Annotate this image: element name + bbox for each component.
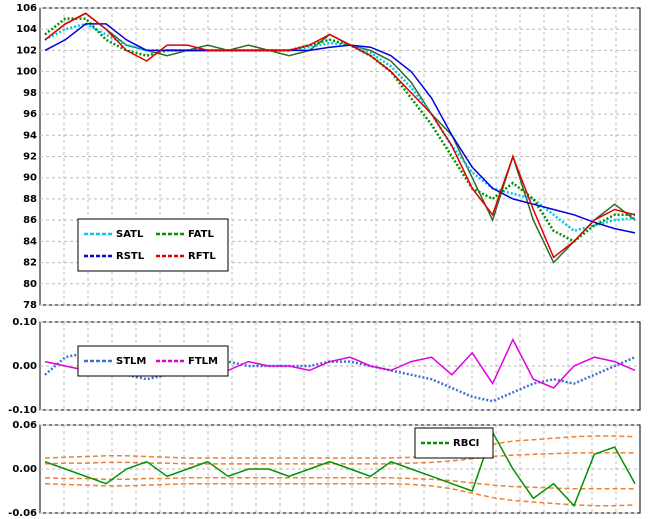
y-tick-label: 94 xyxy=(23,130,37,141)
y-tick-label: 96 xyxy=(23,109,37,120)
y-tick-label: 0.10 xyxy=(12,317,37,328)
y-tick-label: 82 xyxy=(23,258,37,269)
y-tick-label: 100 xyxy=(16,67,37,78)
y-tick-label: 78 xyxy=(23,300,37,311)
legend: STLM FTLM xyxy=(77,345,229,377)
series-line xyxy=(44,477,635,490)
y-tick-label: 0.00 xyxy=(12,361,37,372)
y-tick-label: 104 xyxy=(16,24,37,35)
y-tick-label: -0.10 xyxy=(8,405,37,416)
y-tick-label: 0.00 xyxy=(12,464,37,475)
legend: SATL FATL RSTL RFTL xyxy=(77,218,229,272)
legend: RBCI xyxy=(414,427,494,459)
y-tick-label: 86 xyxy=(23,215,37,226)
legend-label: SATL xyxy=(116,229,144,240)
y-tick-label: -0.06 xyxy=(8,508,37,519)
legend-label: STLM xyxy=(116,356,146,367)
legend-box xyxy=(77,218,229,272)
series-line xyxy=(44,482,636,507)
y-tick-label: 90 xyxy=(23,173,37,184)
series-line xyxy=(44,435,636,459)
y-tick-label: 88 xyxy=(23,194,37,205)
y-tick-label: 80 xyxy=(23,279,37,290)
y-tick-label: 102 xyxy=(16,45,37,56)
legend-label: FTLM xyxy=(188,356,218,367)
series-line xyxy=(44,12,636,259)
legend-label: FATL xyxy=(188,229,214,240)
legend-box xyxy=(77,345,229,377)
series-line xyxy=(44,17,635,243)
y-tick-label: 92 xyxy=(23,152,37,163)
legend-label: RBCI xyxy=(453,438,479,449)
legend-label: RFTL xyxy=(188,251,216,262)
y-tick-label: 106 xyxy=(16,3,37,14)
legend-label: RSTL xyxy=(116,251,145,262)
y-tick-label: 84 xyxy=(23,236,37,247)
series-line xyxy=(44,22,636,233)
series-line xyxy=(44,430,636,508)
y-tick-label: 98 xyxy=(23,88,37,99)
y-tick-label: 0.06 xyxy=(12,420,37,431)
series-line xyxy=(44,23,636,234)
